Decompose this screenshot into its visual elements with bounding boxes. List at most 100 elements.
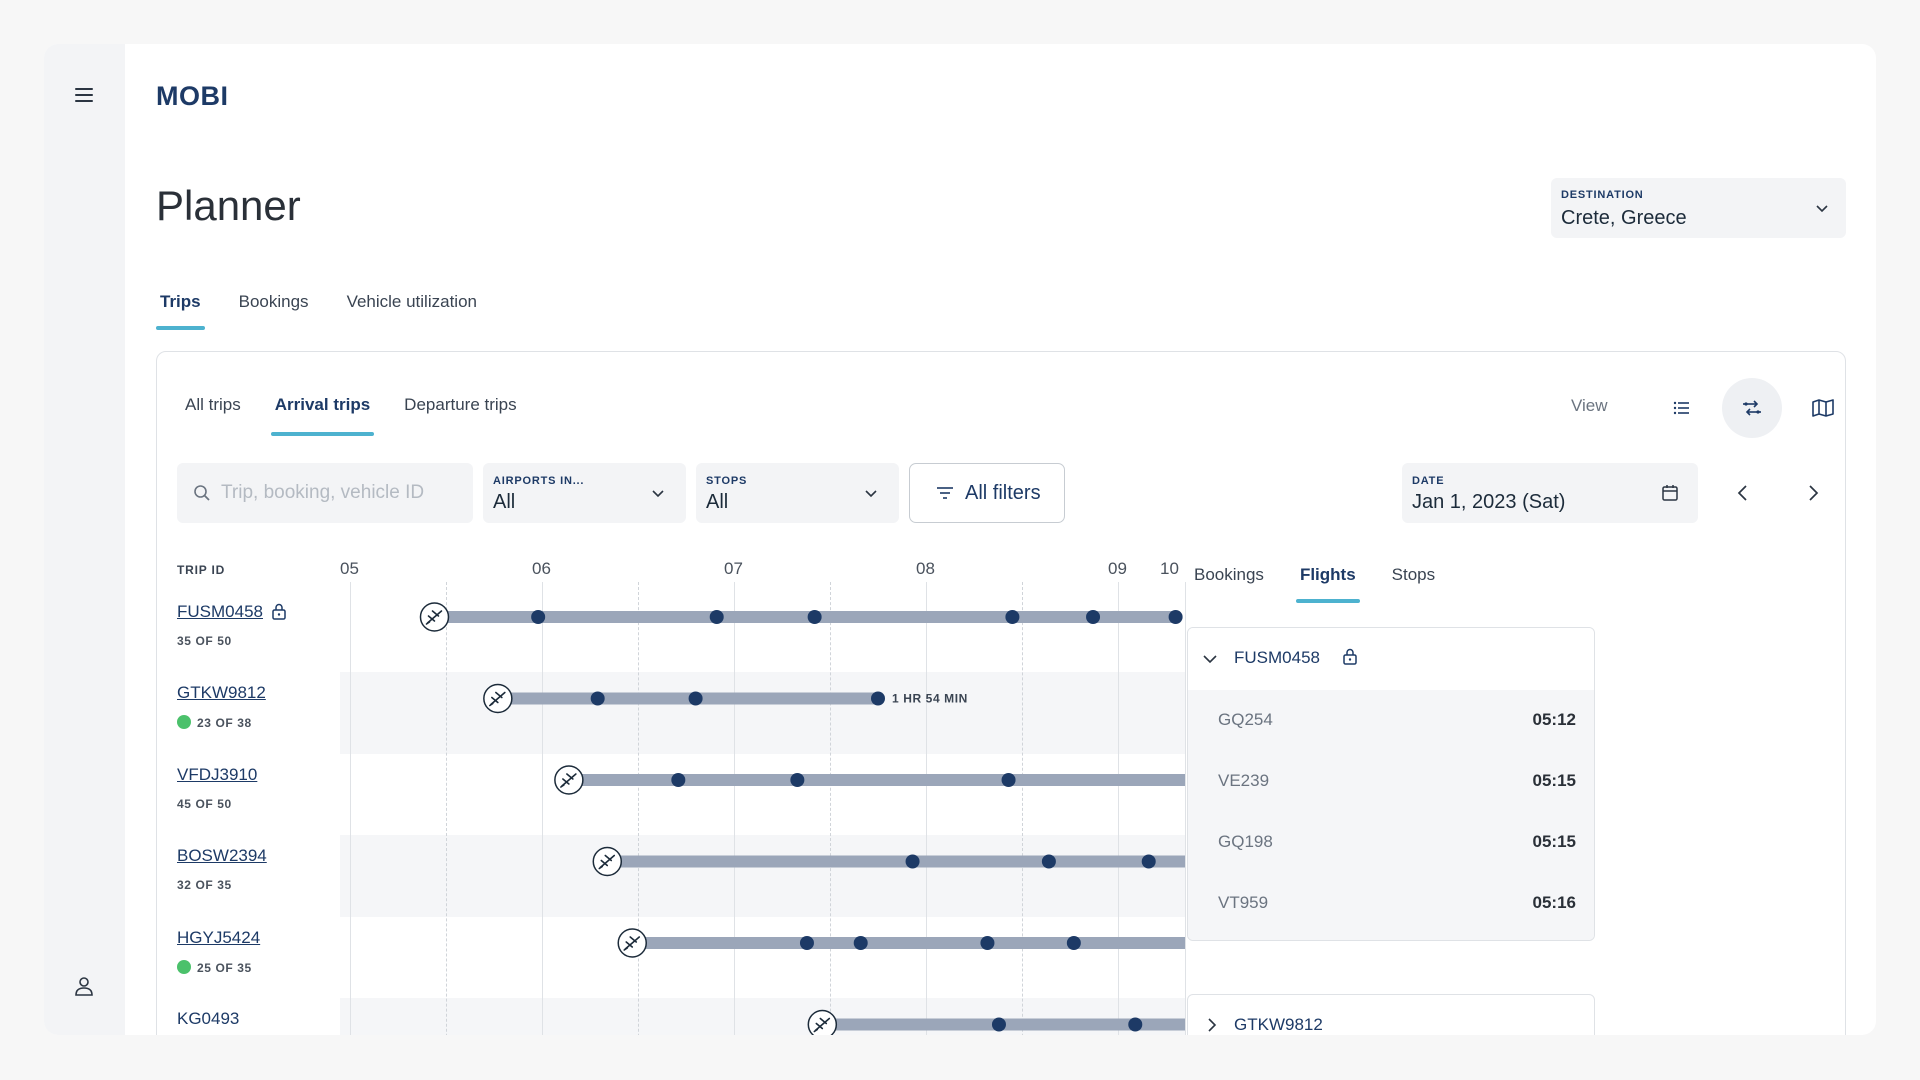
tab-arrival-trips[interactable]: Arrival trips bbox=[270, 388, 375, 436]
all-filters-button[interactable]: All filters bbox=[909, 463, 1065, 523]
flight-row[interactable]: VE239 05:15 bbox=[1188, 751, 1594, 812]
chevron-down-icon bbox=[1203, 655, 1217, 664]
tab-detail-flights[interactable]: Flights bbox=[1295, 559, 1360, 603]
stops-value: All bbox=[706, 491, 729, 513]
trip-id-link[interactable]: HGYJ5424 bbox=[177, 928, 261, 947]
trip-id-link[interactable]: KG0493 bbox=[177, 1009, 240, 1028]
stop-dot bbox=[1168, 610, 1183, 624]
chevron-down-icon bbox=[652, 490, 664, 498]
tab-trips[interactable]: Trips bbox=[156, 284, 205, 330]
seat-count-text: 23 OF 38 bbox=[197, 716, 252, 730]
chevron-left-icon bbox=[1737, 485, 1747, 501]
hour-label-10: 10 bbox=[1160, 559, 1179, 578]
flight-row[interactable]: VT959 05:16 bbox=[1188, 873, 1594, 934]
airplane-icon-ring bbox=[617, 928, 647, 958]
flight-row[interactable]: GQ254 05:12 bbox=[1188, 690, 1594, 751]
seat-count: 32 OF 35 bbox=[177, 878, 232, 892]
hour-gridline bbox=[350, 582, 351, 1035]
timeline-view-button[interactable] bbox=[1722, 378, 1782, 438]
tab-bookings[interactable]: Bookings bbox=[238, 292, 309, 311]
side-rail bbox=[44, 44, 125, 1035]
tab-departure-trips[interactable]: Departure trips bbox=[404, 395, 517, 414]
flight-group-header[interactable]: FUSM0458 bbox=[1188, 628, 1594, 690]
map-view-button[interactable] bbox=[1792, 378, 1852, 438]
destination-select[interactable]: DESTINATION Crete, Greece bbox=[1551, 178, 1846, 238]
next-day-button[interactable] bbox=[1793, 473, 1833, 513]
seat-count: 45 OF 50 bbox=[177, 797, 232, 811]
trip-bar-group bbox=[617, 928, 1185, 958]
filter-icon bbox=[937, 487, 953, 499]
flight-number: VE239 bbox=[1218, 771, 1270, 790]
stop-dot bbox=[980, 936, 995, 950]
menu-icon[interactable] bbox=[75, 88, 93, 102]
trip-bar-group: 3 HR 51 MIN bbox=[554, 765, 1185, 795]
flight-row[interactable]: GQ198 05:15 bbox=[1188, 812, 1594, 873]
app-window: MOBI Planner DESTINATION Crete, Greece T… bbox=[44, 44, 1876, 1035]
hour-gridline bbox=[542, 582, 543, 1035]
stop-dot bbox=[1086, 610, 1101, 624]
trips-panel: All trips Arrival trips Departure trips … bbox=[156, 351, 1846, 1035]
stop-dot bbox=[1001, 773, 1016, 787]
trip-id-link[interactable]: GTKW9812 bbox=[177, 683, 266, 702]
stop-dot bbox=[1066, 936, 1081, 950]
chevron-right-icon bbox=[1809, 485, 1819, 501]
trip-id-text: FUSM0458 bbox=[177, 602, 263, 621]
tab-detail-stops[interactable]: Stops bbox=[1391, 565, 1436, 584]
hour-label: 06 bbox=[532, 559, 551, 578]
stop-dot bbox=[531, 610, 546, 624]
flight-time: 05:16 bbox=[1532, 893, 1576, 912]
half-hour-gridline bbox=[446, 582, 447, 1035]
trip-id-link[interactable]: BOSW2394 bbox=[177, 846, 267, 865]
search-input[interactable] bbox=[221, 477, 456, 509]
flight-list: GQ254 05:12 VE239 05:15 GQ198 05:15 VT959 05… bbox=[1188, 690, 1594, 940]
previous-day-button[interactable] bbox=[1723, 473, 1763, 513]
destination-value: Crete, Greece bbox=[1561, 207, 1687, 229]
airports-select[interactable]: AIRPORTS IN... All bbox=[483, 463, 686, 523]
hour-gridline bbox=[1118, 582, 1119, 1035]
airplane-icon-ring bbox=[419, 602, 450, 632]
status-dot bbox=[177, 960, 191, 974]
date-value: Jan 1, 2023 (Sat) bbox=[1412, 491, 1566, 513]
app-logo: MOBI bbox=[156, 81, 229, 111]
list-icon bbox=[1673, 401, 1689, 415]
airplane-icon-ring bbox=[554, 765, 584, 795]
airplane-icon bbox=[419, 602, 450, 632]
stop-dot bbox=[709, 610, 724, 624]
flight-number: GQ198 bbox=[1218, 832, 1273, 851]
stops-select[interactable]: STOPS All bbox=[696, 463, 899, 523]
detail-tabs: Bookings Flights Stops bbox=[1190, 559, 1467, 603]
airports-label: AIRPORTS IN... bbox=[493, 475, 585, 487]
tab-vehicle-utilization[interactable]: Vehicle utilization bbox=[346, 292, 477, 311]
flight-group-trip-id: FUSM0458 bbox=[1234, 648, 1320, 667]
trip-id-link[interactable]: VFDJ3910 bbox=[177, 765, 258, 784]
stop-dot bbox=[790, 773, 805, 787]
half-hour-gridline bbox=[1022, 582, 1023, 1035]
tab-all-trips[interactable]: All trips bbox=[185, 395, 241, 414]
date-label: DATE bbox=[1412, 475, 1445, 487]
seat-count-text: 25 OF 35 bbox=[197, 961, 252, 975]
stop-dot bbox=[1005, 610, 1020, 624]
hour-label: 07 bbox=[724, 559, 743, 578]
tab-detail-bookings[interactable]: Bookings bbox=[1194, 565, 1264, 584]
timeline-icon bbox=[1743, 400, 1761, 416]
seat-count: 35 OF 50 bbox=[177, 634, 232, 648]
flight-group-gtkw9812[interactable]: GTKW9812 bbox=[1187, 994, 1595, 1035]
date-picker[interactable]: DATE Jan 1, 2023 (Sat) bbox=[1402, 463, 1698, 523]
stop-dot bbox=[671, 773, 686, 787]
stop-dot bbox=[799, 936, 814, 950]
seat-count: 25 OF 35 bbox=[177, 960, 252, 975]
chevron-down-icon bbox=[865, 490, 877, 498]
trip-id-link[interactable]: FUSM0458 bbox=[177, 602, 286, 622]
row-band bbox=[340, 998, 1185, 1035]
chevron-down-icon bbox=[1816, 205, 1828, 213]
list-view-button[interactable] bbox=[1652, 378, 1712, 438]
trip-id-header: TRIP ID bbox=[177, 563, 226, 577]
flight-number: GQ254 bbox=[1218, 710, 1273, 729]
page-title: Planner bbox=[156, 182, 301, 229]
view-label: View bbox=[1571, 396, 1608, 415]
hour-gridline bbox=[926, 582, 927, 1035]
destination-label: DESTINATION bbox=[1561, 189, 1644, 201]
timeline-right-edge bbox=[1185, 582, 1186, 1035]
trip-bar bbox=[568, 774, 1185, 786]
user-profile-icon[interactable] bbox=[73, 975, 95, 997]
